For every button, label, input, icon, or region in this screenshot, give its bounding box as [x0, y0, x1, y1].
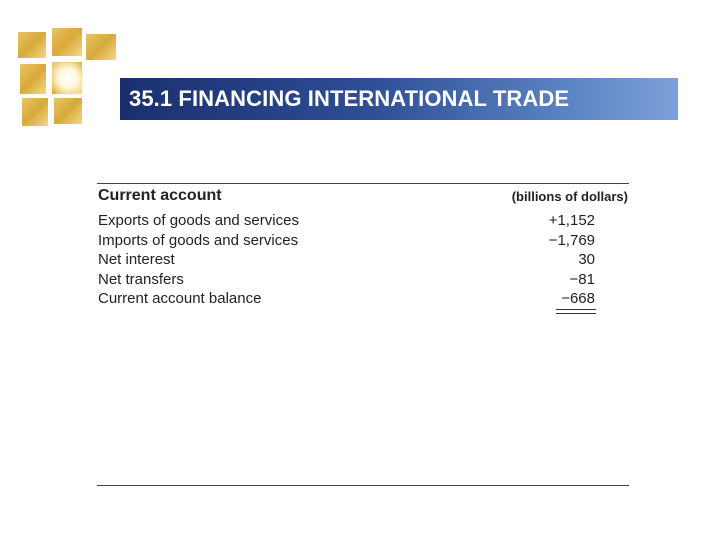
row-label-exports: Exports of goods and services — [98, 212, 299, 229]
table-row: Net transfers −81 — [98, 271, 598, 291]
row-value-exports: +1,152 — [548, 212, 595, 229]
table-top-rule — [97, 183, 629, 184]
table-header-units: (billions of dollars) — [511, 189, 628, 204]
row-value-imports: −1,769 — [548, 231, 595, 249]
row-value-net-interest: 30 — [578, 251, 595, 268]
table-header: Current account (billions of dollars) — [98, 187, 630, 207]
table-row: Imports of goods and services −1,769 — [98, 232, 598, 252]
table-row: Current account balance −668 — [98, 290, 598, 310]
logo-icon — [18, 28, 118, 128]
slide-title: 35.1 FINANCING INTERNATIONAL TRADE — [129, 86, 570, 111]
row-label-imports: Imports of goods and services — [98, 231, 299, 249]
table-row: Exports of goods and services +1,152 — [98, 212, 598, 232]
table-bottom-rule — [97, 485, 629, 486]
row-label-net-interest: Net interest — [98, 251, 175, 268]
table-row: Net interest 30 — [98, 251, 598, 271]
current-account-table: Exports of goods and services +1,152 Imp… — [98, 212, 598, 310]
table-header-title: Current account — [98, 187, 222, 204]
row-label-balance: Current account balance — [98, 290, 262, 307]
row-value-net-transfers: −81 — [569, 270, 595, 288]
title-bar: 35.1 FINANCING INTERNATIONAL TRADE — [120, 78, 678, 120]
total-double-underline — [556, 309, 596, 314]
row-label-net-transfers: Net transfers — [98, 270, 184, 288]
row-value-balance: −668 — [561, 290, 595, 307]
